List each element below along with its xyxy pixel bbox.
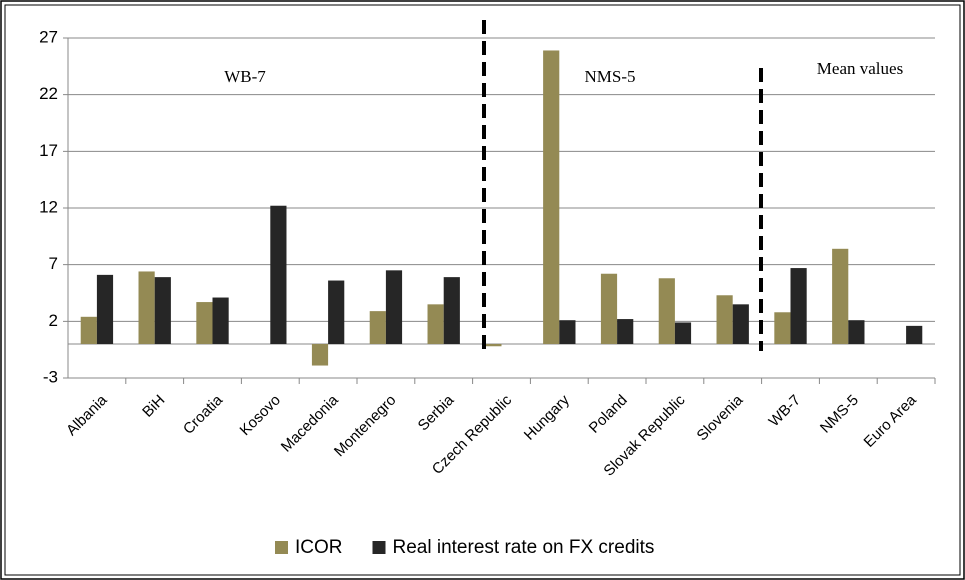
bar xyxy=(138,271,155,344)
x-tick-label: Hungary xyxy=(521,391,573,443)
y-tick-label: 7 xyxy=(49,254,58,273)
legend-swatch xyxy=(372,541,386,554)
bar xyxy=(716,295,733,344)
legend-swatch xyxy=(275,541,288,554)
bar xyxy=(732,304,749,344)
bar xyxy=(328,280,345,344)
bar xyxy=(790,268,807,344)
bar xyxy=(154,277,171,344)
bar xyxy=(658,278,675,344)
bar xyxy=(96,274,114,344)
x-tick-label: BiH xyxy=(139,392,168,421)
x-tick-label: Serbia xyxy=(415,391,458,434)
bar xyxy=(196,302,213,344)
bar xyxy=(774,312,791,344)
bar xyxy=(385,270,403,344)
bar xyxy=(617,319,634,344)
legend-label: ICOR xyxy=(295,537,343,558)
x-tick-label: Albania xyxy=(63,391,111,439)
inner-frame xyxy=(4,4,961,576)
bar xyxy=(427,304,444,344)
bar xyxy=(848,320,865,344)
x-tick-label: Poland xyxy=(586,392,631,437)
y-tick-label: 22 xyxy=(39,84,58,103)
x-tick-label: Croatia xyxy=(180,391,227,438)
bar xyxy=(270,205,287,344)
bar xyxy=(600,273,618,344)
annotation: Mean values xyxy=(817,59,903,78)
bars xyxy=(80,50,923,366)
bar xyxy=(906,325,923,344)
x-tick-label: WB-7 xyxy=(766,392,805,431)
y-tick-label: 27 xyxy=(39,27,58,46)
bar xyxy=(559,320,576,344)
x-tick-label: Montenegro xyxy=(331,392,400,461)
y-tick-label: 12 xyxy=(39,197,58,216)
bar xyxy=(674,322,692,344)
x-tick-label: Slovenia xyxy=(694,391,747,444)
legend-label: Real interest rate on FX credits xyxy=(393,537,655,558)
x-tick-label: Kosovo xyxy=(237,392,284,439)
annotation: WB-7 xyxy=(224,67,266,86)
y-tick-label: -3 xyxy=(43,367,58,386)
bar xyxy=(369,311,386,344)
annotation: NMS-5 xyxy=(584,67,635,86)
bar xyxy=(311,344,329,366)
bar xyxy=(80,316,97,344)
y-tick-label: 17 xyxy=(39,141,58,160)
bar xyxy=(485,344,502,347)
x-tick-label: NMS-5 xyxy=(817,392,862,437)
y-tick-label: 2 xyxy=(49,311,58,330)
bar xyxy=(212,297,229,344)
x-tick-label: Euro Area xyxy=(861,391,921,451)
bar xyxy=(443,277,460,344)
bar xyxy=(832,248,849,344)
bar xyxy=(543,50,560,344)
